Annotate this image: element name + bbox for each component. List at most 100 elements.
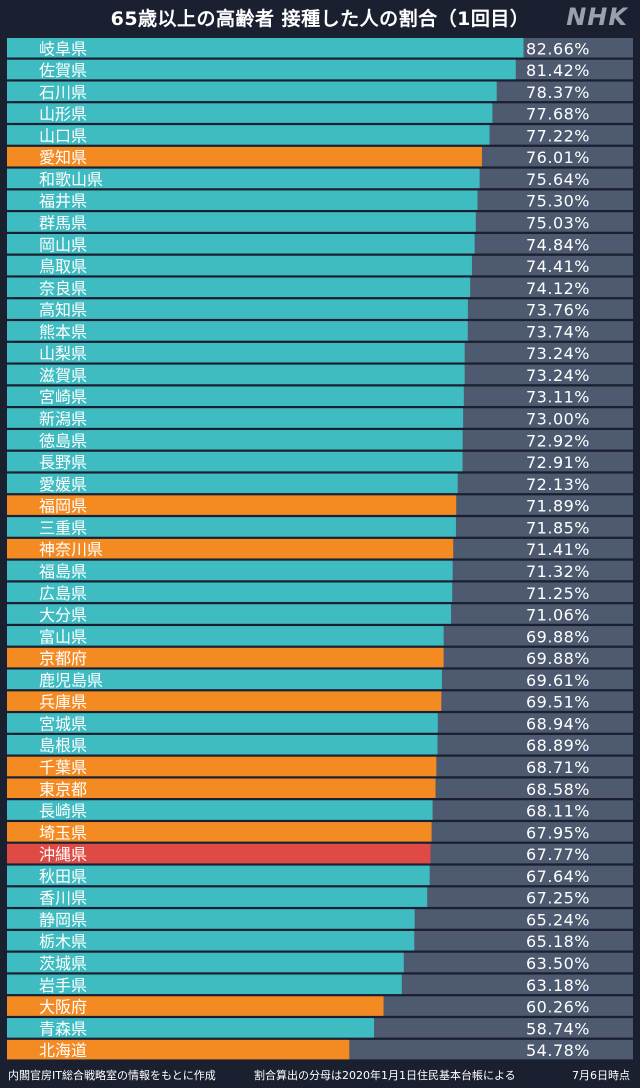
bar [7, 582, 453, 602]
bar [7, 451, 463, 472]
bar-row: 岩手県 63.18% [7, 974, 633, 995]
bar-row: 栃木県 65.18% [7, 930, 633, 951]
bar [7, 930, 415, 951]
category-label: 岡山県 [39, 235, 87, 254]
bar-row: 新潟県 73.00% [7, 408, 633, 429]
bar [7, 190, 478, 210]
bar [7, 887, 428, 907]
bar-row: 千葉県 68.71% [7, 756, 633, 777]
category-label: 石川県 [39, 83, 87, 102]
category-label: 広島県 [39, 584, 87, 603]
category-label: 長野県 [39, 453, 87, 472]
value-label: 72.13% [526, 475, 590, 494]
category-label: 長崎県 [39, 802, 87, 821]
value-label: 73.00% [526, 410, 590, 429]
value-label: 73.76% [526, 301, 590, 320]
bar-row: 宮城県 68.94% [7, 713, 633, 733]
bar-row: 大阪府 60.26% [7, 996, 633, 1017]
bar-row: 愛知県 76.01% [7, 146, 633, 167]
value-label: 67.64% [526, 867, 590, 886]
bar [7, 822, 432, 842]
bar [7, 647, 444, 668]
category-label: 島根県 [39, 736, 87, 755]
value-label: 68.58% [526, 780, 590, 799]
category-label: 三重県 [39, 518, 87, 537]
bar-row: 静岡県 65.24% [7, 909, 633, 929]
category-label: 東京都 [39, 780, 87, 799]
value-label: 69.88% [526, 627, 590, 646]
value-label: 71.85% [526, 518, 590, 537]
value-label: 63.50% [526, 954, 590, 973]
category-label: 京都府 [39, 649, 87, 668]
bar-row: 埼玉県 67.95% [7, 822, 633, 842]
bar-row: 神奈川県 71.41% [7, 538, 633, 559]
value-label: 71.41% [526, 540, 590, 559]
value-label: 81.42% [526, 61, 590, 80]
bar-row: 岡山県 74.84% [7, 234, 633, 254]
value-label: 75.64% [526, 170, 590, 189]
bar-row: 石川県 78.37% [7, 81, 633, 102]
category-label: 佐賀県 [39, 61, 87, 80]
bar [7, 473, 458, 494]
bar [7, 146, 482, 167]
value-label: 65.24% [526, 910, 590, 929]
bar [7, 996, 384, 1016]
category-label: 愛知県 [39, 148, 87, 167]
category-label: 北海道 [39, 1041, 87, 1060]
bar [7, 800, 433, 820]
bar [7, 430, 463, 450]
value-label: 67.25% [526, 889, 590, 908]
category-label: 高知県 [39, 301, 87, 320]
value-label: 72.92% [526, 431, 590, 450]
bar [7, 38, 524, 58]
category-label: 福岡県 [39, 497, 87, 516]
bar [7, 81, 497, 102]
denominator-note: 割合算出の分母は2020年1月1日住民基本台帳による [254, 1069, 516, 1082]
bar [7, 103, 493, 123]
bar-row: 和歌山県 75.64% [7, 168, 633, 189]
category-label: 愛媛県 [39, 475, 87, 494]
bar [7, 713, 438, 733]
value-label: 73.74% [526, 322, 590, 341]
category-label: 静岡県 [39, 910, 87, 929]
value-label: 69.51% [526, 693, 590, 712]
bar-row: 岐阜県 82.66% [7, 38, 633, 58]
bar-row: 香川県 67.25% [7, 887, 633, 908]
category-label: 香川県 [39, 889, 87, 908]
bar-row: 奈良県 74.12% [7, 277, 633, 298]
bar-row: 山口県 77.22% [7, 125, 633, 145]
category-label: 岐阜県 [39, 39, 87, 58]
category-label: 宮崎県 [39, 388, 87, 407]
bar-row: 福島県 71.32% [7, 560, 633, 581]
bar-row: 富山県 69.88% [7, 626, 633, 646]
bar-row: 熊本県 73.74% [7, 321, 633, 341]
bar-row: 愛媛県 72.13% [7, 473, 633, 494]
bar-row: 群馬県 75.03% [7, 212, 633, 232]
bar [7, 517, 456, 537]
bar-row: 兵庫県 69.51% [7, 691, 633, 712]
value-label: 75.30% [526, 192, 590, 211]
bar [7, 1018, 375, 1038]
bar [7, 59, 516, 80]
bar [7, 1039, 350, 1060]
value-label: 63.18% [526, 976, 590, 995]
chart-header: 65歳以上の高齢者 接種した人の割合（1回目） NHK [0, 0, 640, 36]
category-label: 鹿児島県 [39, 671, 103, 690]
category-label: 熊本県 [39, 322, 87, 341]
bar [7, 909, 415, 929]
category-label: 徳島県 [39, 431, 87, 450]
bar-row: 徳島県 72.92% [7, 430, 633, 450]
bar [7, 364, 465, 385]
bar-row: 福井県 75.30% [7, 190, 633, 211]
value-label: 67.77% [526, 845, 590, 864]
value-label: 76.01% [526, 148, 590, 167]
category-label: 滋賀県 [39, 366, 87, 385]
bar [7, 538, 454, 559]
bar [7, 212, 476, 232]
category-label: 山梨県 [39, 344, 87, 363]
value-label: 68.89% [526, 736, 590, 755]
category-label: 茨城県 [39, 954, 87, 973]
bar-row: 福岡県 71.89% [7, 495, 633, 516]
category-label: 山形県 [39, 105, 87, 124]
